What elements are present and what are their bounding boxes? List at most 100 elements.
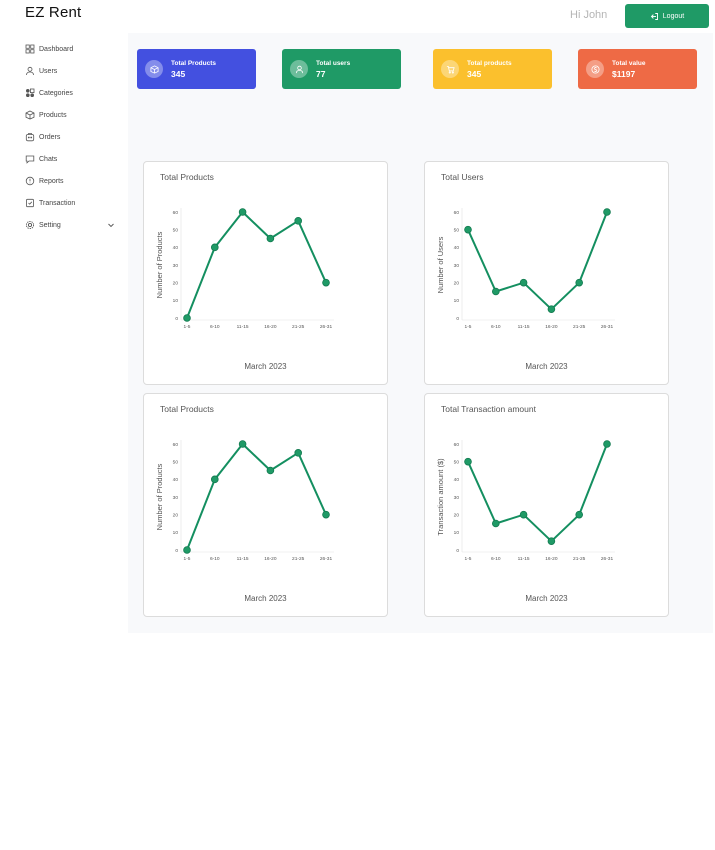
logout-label: Logout	[662, 12, 685, 20]
y-tick-label: 60	[173, 210, 179, 216]
brand-title: EZ Rent	[25, 4, 82, 21]
stat-card-total-products-cart[interactable]: Total products 345	[433, 49, 552, 89]
data-point	[266, 466, 275, 475]
sidebar-item-categories[interactable]: Categories	[25, 82, 115, 104]
chart-card: Total Products 0 10 20 30 40 50 60 1-5 6-10 11-15…	[143, 393, 388, 617]
y-tick-label: 0	[175, 548, 178, 554]
x-tick-label: 6-10	[491, 556, 501, 562]
data-point	[294, 449, 303, 457]
x-tick-label: 11-15	[518, 556, 530, 562]
series-line	[186, 211, 327, 319]
x-tick-label: 1-5	[465, 324, 472, 330]
box-icon	[145, 60, 163, 78]
y-tick-label: 20	[454, 280, 460, 286]
data-point	[547, 537, 556, 545]
data-point	[575, 510, 584, 519]
y-tick-label: 50	[173, 227, 179, 233]
cart-icon	[441, 60, 459, 78]
sidebar-item-label: Products	[39, 111, 67, 119]
x-tick-label: 11-15	[518, 324, 530, 330]
stat-value: $1197	[612, 68, 636, 79]
sidebar-item-transaction[interactable]: Transaction	[25, 192, 115, 214]
stat-value: 345	[467, 68, 482, 79]
stat-card-total-users[interactable]: Total users 77	[282, 49, 401, 89]
chart-card: Total Users 0 10 20 30 40 50 60 1-5 6-10 11-15 16-…	[424, 161, 669, 385]
stat-label: Total products	[467, 59, 512, 67]
data-point	[294, 217, 303, 225]
y-tick-label: 60	[173, 442, 179, 448]
chart-card: Total Transaction amount 0 10 20 30 40 50 60 1-…	[424, 393, 669, 617]
chart-title: Total Users	[441, 172, 484, 182]
y-tick-label: 30	[454, 263, 460, 269]
stat-card-total-value[interactable]: Total value $1197	[578, 49, 697, 89]
x-tick-label: 1-5	[184, 556, 191, 562]
data-point	[211, 475, 219, 484]
x-tick-label: 16-20	[264, 556, 277, 562]
x-tick-label: 26-31	[320, 556, 333, 562]
stat-label: Total users	[316, 59, 351, 67]
sidebar-item-products[interactable]: Products	[25, 104, 115, 126]
x-tick-label: 16-20	[264, 324, 277, 330]
chevron-down-icon[interactable]	[107, 221, 115, 229]
user-icon	[290, 60, 308, 78]
y-tick-label: 40	[454, 477, 460, 483]
sidebar-item-setting[interactable]: Setting	[25, 214, 115, 236]
data-point	[519, 278, 528, 287]
y-tick-label: 50	[454, 459, 460, 465]
y-axis-label: Number of Users	[436, 236, 445, 293]
sidebar-item-dashboard[interactable]: Dashboard	[25, 38, 115, 60]
stat-label: Total value	[612, 59, 646, 67]
data-point	[464, 457, 472, 466]
data-point	[322, 278, 330, 287]
chat-icon	[25, 154, 35, 164]
logout-button[interactable]: Logout	[625, 4, 709, 28]
line-chart: 0 10 20 30 40 50 60 1-5 6-10 11-15 16-20 21-25 26-31…	[436, 440, 615, 562]
data-point	[603, 208, 611, 216]
sidebar-item-orders[interactable]: Orders	[25, 126, 115, 148]
x-axis-label: March 2023	[244, 362, 287, 371]
y-tick-label: 30	[454, 495, 460, 501]
dashboard-icon	[25, 44, 35, 54]
x-axis-label: March 2023	[525, 362, 568, 371]
sidebar-item-chats[interactable]: Chats	[25, 148, 115, 170]
y-tick-label: 0	[175, 316, 178, 322]
series-line	[467, 443, 608, 543]
user-greeting: Hi John	[570, 9, 608, 21]
y-tick-label: 30	[173, 263, 179, 269]
data-point	[603, 440, 611, 448]
data-point	[238, 208, 247, 216]
sidebar-item-label: Orders	[39, 133, 61, 141]
y-tick-label: 0	[456, 548, 459, 554]
data-point	[519, 510, 528, 519]
stat-card-total-products[interactable]: Total Products 345	[137, 49, 256, 89]
chart-title: Total Products	[160, 404, 214, 414]
sidebar-item-label: Users	[39, 67, 58, 75]
x-tick-label: 6-10	[491, 324, 501, 330]
y-tick-label: 50	[454, 227, 460, 233]
y-axis-label: Number of Products	[155, 231, 164, 298]
line-chart: 0 10 20 30 40 50 60 1-5 6-10 11-15 16-20 21-25 26-31…	[155, 440, 334, 562]
line-chart: 0 10 20 30 40 50 60 1-5 6-10 11-15 16-20 21-25 26-31…	[436, 208, 615, 330]
y-tick-label: 30	[173, 495, 179, 501]
data-point	[238, 440, 247, 448]
y-tick-label: 0	[456, 316, 459, 322]
series-line	[186, 443, 327, 551]
x-tick-label: 21-25	[292, 556, 305, 562]
sidebar-item-reports[interactable]: Reports	[25, 170, 115, 192]
data-point	[464, 225, 472, 234]
x-tick-label: 11-15	[237, 324, 249, 330]
x-tick-label: 21-25	[292, 324, 305, 330]
sidebar-item-users[interactable]: Users	[25, 60, 115, 82]
y-tick-label: 60	[454, 210, 460, 216]
series-line	[467, 211, 608, 311]
orders-icon	[25, 132, 35, 142]
sidebar: Dashboard Users Categories Products Orde…	[25, 38, 115, 236]
sidebar-item-label: Reports	[39, 177, 64, 185]
x-tick-label: 21-25	[573, 324, 586, 330]
data-point	[266, 234, 275, 243]
y-tick-label: 20	[173, 280, 179, 286]
y-tick-label: 20	[173, 512, 179, 518]
x-tick-label: 26-31	[601, 324, 614, 330]
chart-title: Total Products	[160, 172, 214, 182]
sidebar-item-label: Setting	[39, 221, 61, 229]
